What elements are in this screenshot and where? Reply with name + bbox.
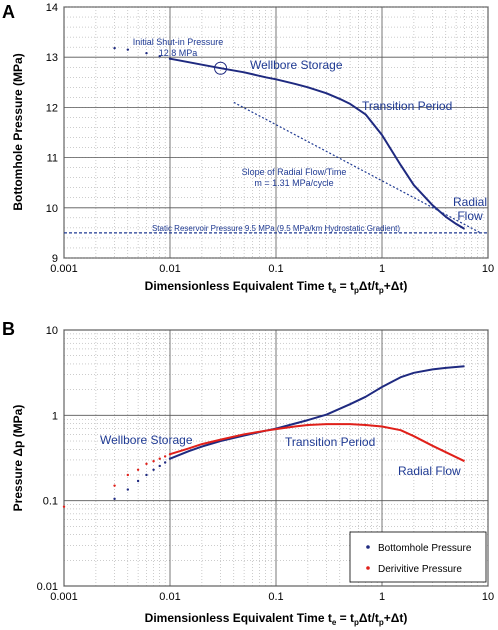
data-point-bottomhole-a [113,46,116,50]
panel-a: A 0.001 0.01 0.1 1 10 9 10 11 12 13 14 Initial Shu… [2,2,494,295]
wellbore-label-a: Wellbore Storage [250,58,343,72]
shutin-label-2: 12.8 MPa [159,48,198,58]
annotations-b: Wellbore Storage Transition Period Radia… [100,433,461,478]
y-axis-title-b: Pressure Δp (MPa) [11,405,25,512]
data-point-bottomhole-a [145,51,148,55]
data-point-bottomhole [113,497,116,501]
data-point-bottomhole [145,473,148,477]
panel-a-letter: A [2,2,15,22]
shutin-point-marker [214,61,228,75]
series-line-bottomhole-a [169,57,466,230]
tick-labels-a: 0.001 0.01 0.1 1 10 9 10 11 12 13 14 [46,2,494,275]
data-point-derivative [163,455,167,458]
transition-label-a: Transition Period [362,99,452,113]
x-tick-label-b: 0.01 [159,591,180,603]
marks-a [64,46,488,234]
annotations-a: Initial Shut-in Pressure 12.8 MPa Wellbo… [133,37,487,233]
data-point-bottomhole [152,468,155,471]
x-tick-label-b: 0.001 [50,591,78,603]
y-tick-label-a: 13 [46,52,58,64]
legend-label-bottomhole: Bottomhole Pressure [378,543,472,554]
y-tick-label-b: 10 [46,325,58,337]
y-tick-label-b: 1 [52,410,58,422]
x-tick-label-a: 0.001 [50,263,78,275]
data-point-derivative [113,484,116,487]
data-point-bottomhole [136,479,140,483]
data-point-bottomhole [158,464,161,468]
radial-flow-slope-line [233,101,481,234]
data-point-bottomhole [163,461,167,464]
y-axis-title-a: Bottomhole Pressure (MPa) [11,53,25,210]
x-tick-label-a: 0.1 [268,263,283,275]
x-axis-title-a: Dimensionless Equivalent Time te = tpΔt/… [145,279,408,295]
legend-box [349,531,487,583]
grid-a [63,6,489,259]
y-tick-label-b: 0.01 [37,581,58,593]
transition-label-b: Transition Period [285,435,375,449]
shutin-label-1: Initial Shut-in Pressure [133,37,224,47]
slope-label-1: Slope of Radial Flow/Time [242,167,347,177]
x-tick-label-b: 1 [379,591,385,603]
legend-b: Bottomhole Pressure Derivitive Pressure [349,531,487,583]
radial-label-2: Flow [457,209,483,223]
x-tick-label-b: 10 [482,591,494,603]
y-tick-label-a: 11 [47,153,58,165]
slope-label-2: m = 1.31 MPa/cycle [254,178,333,188]
series-line-derivative [169,423,465,463]
legend-marker-bottomhole [366,545,370,549]
radial-label-1: Radial [453,195,487,209]
data-point-bottomhole-a [158,54,161,58]
y-tick-label-a: 10 [46,203,58,215]
y-tick-label-a: 9 [52,253,58,265]
x-tick-label-a: 1 [379,263,385,275]
data-point-bottomhole [126,488,130,491]
radial-label-b: Radial Flow [398,464,461,478]
x-axis-title-b: Dimensionless Equivalent Time te = tpΔt/… [145,611,408,627]
data-point-derivative [145,462,148,466]
marks-b [62,365,465,508]
data-point-derivative [152,460,155,463]
data-point-derivative [62,505,66,508]
panel-b-letter: B [2,319,15,339]
data-point-derivative [158,457,161,460]
x-tick-label-a: 0.01 [159,263,180,275]
static-label: Static Reservoir Pressure 9.5 MPa (9.5 M… [152,224,400,233]
y-tick-label-a: 14 [46,2,58,14]
wellbore-label-b: Wellbore Storage [100,433,193,447]
x-tick-label-b: 0.1 [268,591,283,603]
legend-label-derivative: Derivitive Pressure [378,564,462,575]
y-tick-label-b: 0.1 [43,496,58,508]
data-point-bottomhole-a [126,48,130,51]
series-line-bottomhole [169,365,465,460]
data-point-derivative [136,468,140,471]
data-point-derivative [126,473,130,477]
x-tick-label-a: 10 [482,263,494,275]
y-tick-label-a: 12 [46,102,58,114]
legend-marker-derivative [366,566,370,570]
